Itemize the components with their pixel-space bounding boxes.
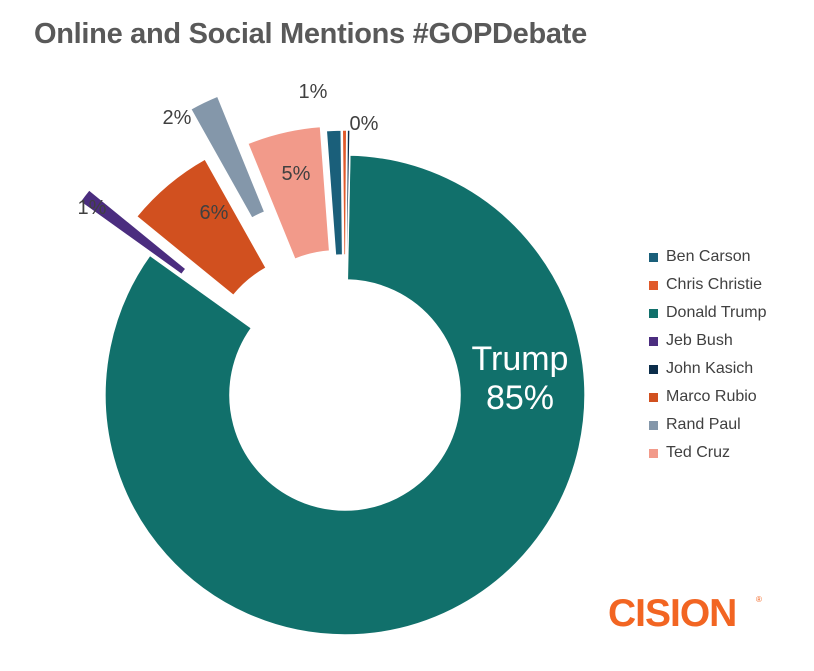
legend-label: Jeb Bush — [666, 332, 733, 349]
data-label-jeb-bush: 1% — [78, 197, 107, 219]
slice-rand-paul — [189, 95, 266, 220]
data-label-donald-trump: Trump 85% — [472, 340, 569, 417]
cision-logo: CISION — [608, 592, 737, 635]
legend-label: John Kasich — [666, 360, 754, 377]
slice-donald-trump — [104, 154, 586, 636]
legend-swatch — [649, 420, 658, 430]
legend-swatch — [649, 336, 658, 346]
legend-item-john-kasich: John Kasich — [649, 355, 767, 383]
data-label-rand-paul: 2% — [163, 107, 192, 129]
legend-label: Chris Christie — [666, 276, 763, 293]
slice-ben-carson — [325, 129, 344, 257]
legend-item-ted-cruz: Ted Cruz — [649, 439, 767, 467]
legend: Ben Carson Chris Christie Donald Trump Jeb … — [649, 243, 767, 467]
legend-label: Marco Rubio — [666, 388, 757, 405]
legend-swatch — [649, 448, 658, 458]
legend-swatch — [649, 280, 658, 290]
data-label-marco-rubio: 6% — [200, 202, 229, 224]
legend-label: Rand Paul — [666, 416, 741, 433]
legend-swatch — [649, 392, 658, 402]
legend-item-marco-rubio: Marco Rubio — [649, 383, 767, 411]
chart-title: Online and Social Mentions #GOPDebate — [34, 18, 587, 50]
legend-swatch — [649, 364, 658, 374]
data-label-ted-cruz: 5% — [282, 163, 311, 185]
legend-item-rand-paul: Rand Paul — [649, 411, 767, 439]
slice-marco-rubio — [135, 157, 268, 297]
registered-mark: ® — [756, 595, 762, 604]
slice-ted-cruz — [246, 125, 331, 261]
legend-swatch — [649, 252, 658, 262]
data-label-ben-carson: 1% — [299, 81, 328, 103]
legend-item-jeb-bush: Jeb Bush — [649, 327, 767, 355]
data-label-chris-christie: 0% — [350, 113, 379, 135]
legend-label: Ted Cruz — [666, 444, 731, 461]
legend-item-ben-carson: Ben Carson — [649, 243, 767, 271]
legend-swatch — [649, 308, 658, 318]
legend-item-donald-trump: Donald Trump — [649, 299, 767, 327]
slice-jeb-bush — [78, 188, 188, 276]
legend-label: Donald Trump — [666, 304, 767, 321]
legend-label: Ben Carson — [666, 248, 751, 265]
slice-john-kasich — [345, 129, 351, 256]
legend-item-chris-christie: Chris Christie — [649, 271, 767, 299]
